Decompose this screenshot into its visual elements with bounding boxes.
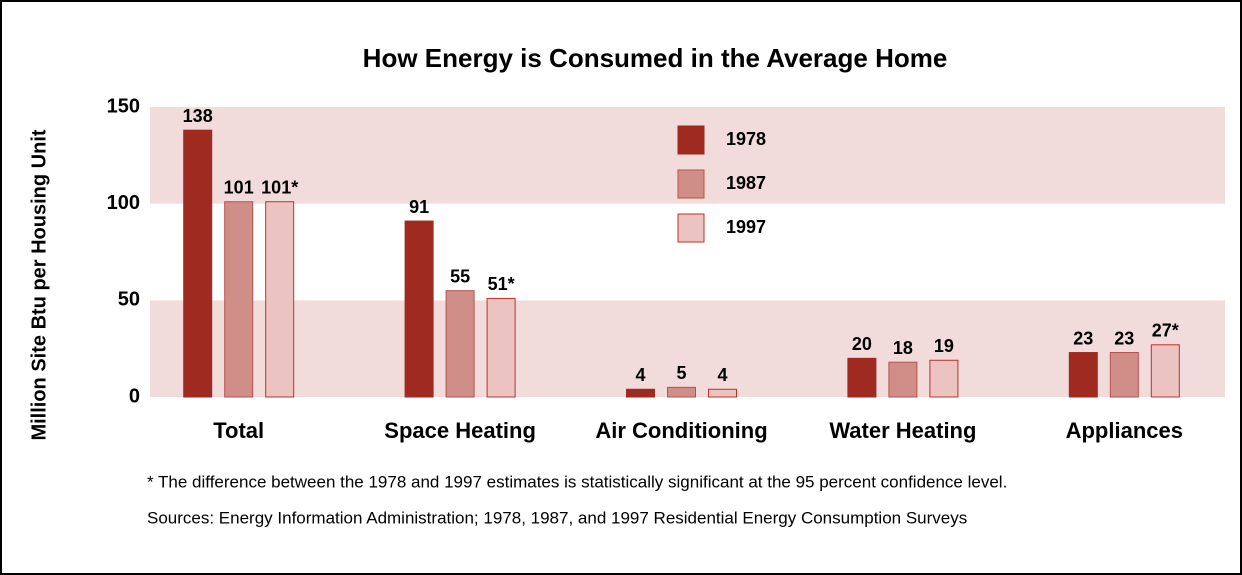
grid-band xyxy=(150,300,1225,397)
legend-label: 1978 xyxy=(726,129,766,149)
bar xyxy=(1150,344,1180,398)
bar xyxy=(404,220,434,398)
data-label: 101* xyxy=(261,177,298,197)
x-tick-label: Space Heating xyxy=(384,418,536,443)
data-label: 20 xyxy=(852,334,872,354)
data-label: 4 xyxy=(635,365,645,385)
bar xyxy=(183,129,213,398)
data-label: 101 xyxy=(224,177,254,197)
data-label: 91 xyxy=(409,197,429,217)
bar xyxy=(847,357,877,398)
bar xyxy=(626,388,655,398)
data-label: 138 xyxy=(183,106,213,126)
data-label: 23 xyxy=(1073,328,1093,348)
bar xyxy=(486,297,516,398)
y-tick-label: 50 xyxy=(118,289,140,311)
bar xyxy=(224,201,254,398)
x-tick-label: Appliances xyxy=(1066,418,1183,443)
legend-label: 1997 xyxy=(726,217,766,237)
x-tick-label: Total xyxy=(213,418,264,443)
data-label: 55 xyxy=(450,266,470,286)
data-label: 51* xyxy=(488,274,515,294)
bar xyxy=(445,290,475,398)
chart-title: How Energy is Consumed in the Average Ho… xyxy=(363,43,948,73)
footnote: * The difference between the 1978 and 19… xyxy=(147,472,1007,491)
data-label: 19 xyxy=(934,336,954,356)
data-label: 5 xyxy=(676,363,686,383)
data-label: 27* xyxy=(1152,321,1179,341)
y-axis-label: Million Site Btu per Housing Unit xyxy=(28,129,50,440)
data-label: 23 xyxy=(1114,328,1134,348)
legend-swatch xyxy=(677,213,705,243)
bar xyxy=(1109,352,1139,398)
y-tick-label: 0 xyxy=(129,385,140,407)
x-tick-label: Water Heating xyxy=(829,418,976,443)
legend-swatch xyxy=(677,125,705,155)
data-label: 4 xyxy=(717,365,727,385)
source-note: Sources: Energy Information Administrati… xyxy=(147,508,967,527)
bar xyxy=(667,386,696,398)
y-tick-label: 100 xyxy=(107,192,140,214)
bar xyxy=(929,359,959,398)
y-tick-label: 150 xyxy=(107,95,140,117)
bar xyxy=(888,361,918,398)
legend-label: 1987 xyxy=(726,173,766,193)
data-label: 18 xyxy=(893,338,913,358)
bar xyxy=(265,201,295,398)
legend-swatch xyxy=(677,169,705,199)
x-tick-label: Air Conditioning xyxy=(595,418,767,443)
bar xyxy=(1068,352,1098,398)
bar xyxy=(708,388,737,398)
